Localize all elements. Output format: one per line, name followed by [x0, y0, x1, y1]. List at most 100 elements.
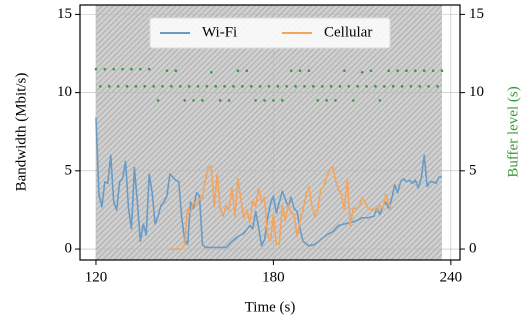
- buffer-dot: [99, 85, 102, 88]
- buffer-dot: [294, 85, 297, 88]
- buffer-dot: [209, 70, 213, 74]
- buffer-dot: [125, 85, 129, 88]
- y-tick-label: 0: [65, 240, 73, 256]
- buffer-dot: [378, 99, 382, 102]
- buffer-dot: [387, 69, 391, 73]
- buffer-dot: [103, 67, 107, 71]
- buffer-dot: [245, 69, 249, 73]
- buffer-dot: [161, 85, 164, 88]
- buffer-dot: [192, 99, 195, 102]
- buffer-dot: [147, 67, 151, 71]
- buffer-dot: [431, 69, 435, 73]
- y-tick-label: 10: [57, 84, 72, 100]
- buffer-dot: [396, 69, 399, 73]
- buffer-dot: [347, 85, 351, 88]
- buffer-dot: [232, 85, 235, 88]
- buffer-dot: [236, 69, 240, 73]
- buffer-dot: [214, 85, 218, 88]
- buffer-dot: [205, 85, 209, 88]
- x-tick-label: 180: [262, 269, 285, 285]
- buffer-dot: [303, 85, 306, 88]
- buffer-dot: [422, 69, 426, 73]
- buffer-dot: [307, 69, 311, 73]
- y2-tick-label: 15: [469, 6, 484, 22]
- buffer-dot: [254, 99, 257, 102]
- buffer-dot: [134, 85, 138, 88]
- buffer-dot: [374, 85, 377, 88]
- buffer-dot: [285, 85, 289, 88]
- buffer-dot: [174, 69, 178, 73]
- buffer-dot: [227, 99, 231, 102]
- buffer-dot: [405, 69, 408, 73]
- legend-label: Wi-Fi: [202, 24, 237, 40]
- buffer-dot: [94, 67, 98, 71]
- y-tick-label: 15: [57, 6, 72, 22]
- buffer-dot: [400, 85, 404, 88]
- buffer-dot: [414, 69, 417, 73]
- buffer-dot: [272, 99, 275, 102]
- buffer-dot: [343, 69, 346, 73]
- buffer-dot: [365, 85, 368, 88]
- buffer-dot: [223, 85, 226, 88]
- buffer-dot: [325, 99, 328, 102]
- buffer-dot: [165, 69, 169, 73]
- buffer-dot: [107, 85, 111, 88]
- y2-tick-label: 5: [469, 162, 477, 178]
- buffer-dot: [440, 69, 444, 73]
- buffer-dot: [320, 85, 324, 88]
- series-line: [169, 165, 393, 250]
- buffer-dot: [263, 99, 266, 102]
- buffer-dot: [241, 85, 244, 88]
- buffer-dot: [187, 85, 191, 88]
- buffer-dot: [360, 70, 364, 74]
- y-tick-label: 5: [65, 162, 73, 178]
- buffer-dot: [418, 85, 422, 88]
- buffer-dot: [409, 85, 413, 88]
- buffer-dot: [334, 99, 337, 102]
- buffer-dot: [218, 99, 222, 102]
- y2-tick-label: 10: [469, 84, 484, 100]
- buffer-dot: [152, 85, 155, 88]
- buffer-dot: [356, 85, 359, 88]
- buffer-dot: [112, 67, 116, 71]
- buffer-dot: [201, 99, 204, 102]
- x-tick-label: 240: [440, 269, 463, 285]
- buffer-dot: [298, 69, 302, 73]
- legend-box: [149, 17, 391, 49]
- buffer-dot: [436, 85, 439, 88]
- buffer-dot: [121, 67, 124, 71]
- legend-label: Cellular: [324, 24, 372, 40]
- buffer-dot: [267, 85, 271, 88]
- y2-axis-label: Buffer level (s): [505, 86, 521, 177]
- buffer-dot: [316, 99, 320, 102]
- buffer-dot: [391, 85, 395, 88]
- buffer-dot: [369, 69, 373, 73]
- buffer-dot: [427, 85, 430, 88]
- buffer-dot: [143, 85, 147, 88]
- buffer-dot: [276, 85, 280, 88]
- buffer-dot: [329, 85, 333, 88]
- buffer-dot: [312, 85, 315, 88]
- buffer-dot: [338, 85, 342, 88]
- buffer-dot: [178, 85, 182, 88]
- buffer-dot: [280, 99, 284, 102]
- plot-frame: [79, 4, 461, 261]
- buffer-dot: [258, 85, 262, 88]
- buffer-dot: [170, 85, 173, 88]
- series-line: [95, 117, 442, 249]
- buffer-dot: [382, 85, 386, 88]
- buffer-dot: [183, 99, 186, 102]
- buffer-dot: [130, 67, 133, 71]
- buffer-dot: [116, 85, 120, 88]
- y-axis-label: Bandwidth (Mbit/s): [13, 73, 29, 192]
- buffer-dot: [156, 99, 160, 102]
- x-tick-label: 120: [85, 269, 108, 285]
- y2-tick-label: 0: [469, 240, 477, 256]
- buffer-dot: [289, 69, 293, 73]
- buffer-dot: [196, 85, 200, 88]
- buffer-dot: [139, 67, 142, 71]
- buffer-dot: [249, 85, 253, 88]
- x-axis-label: Time (s): [245, 299, 296, 315]
